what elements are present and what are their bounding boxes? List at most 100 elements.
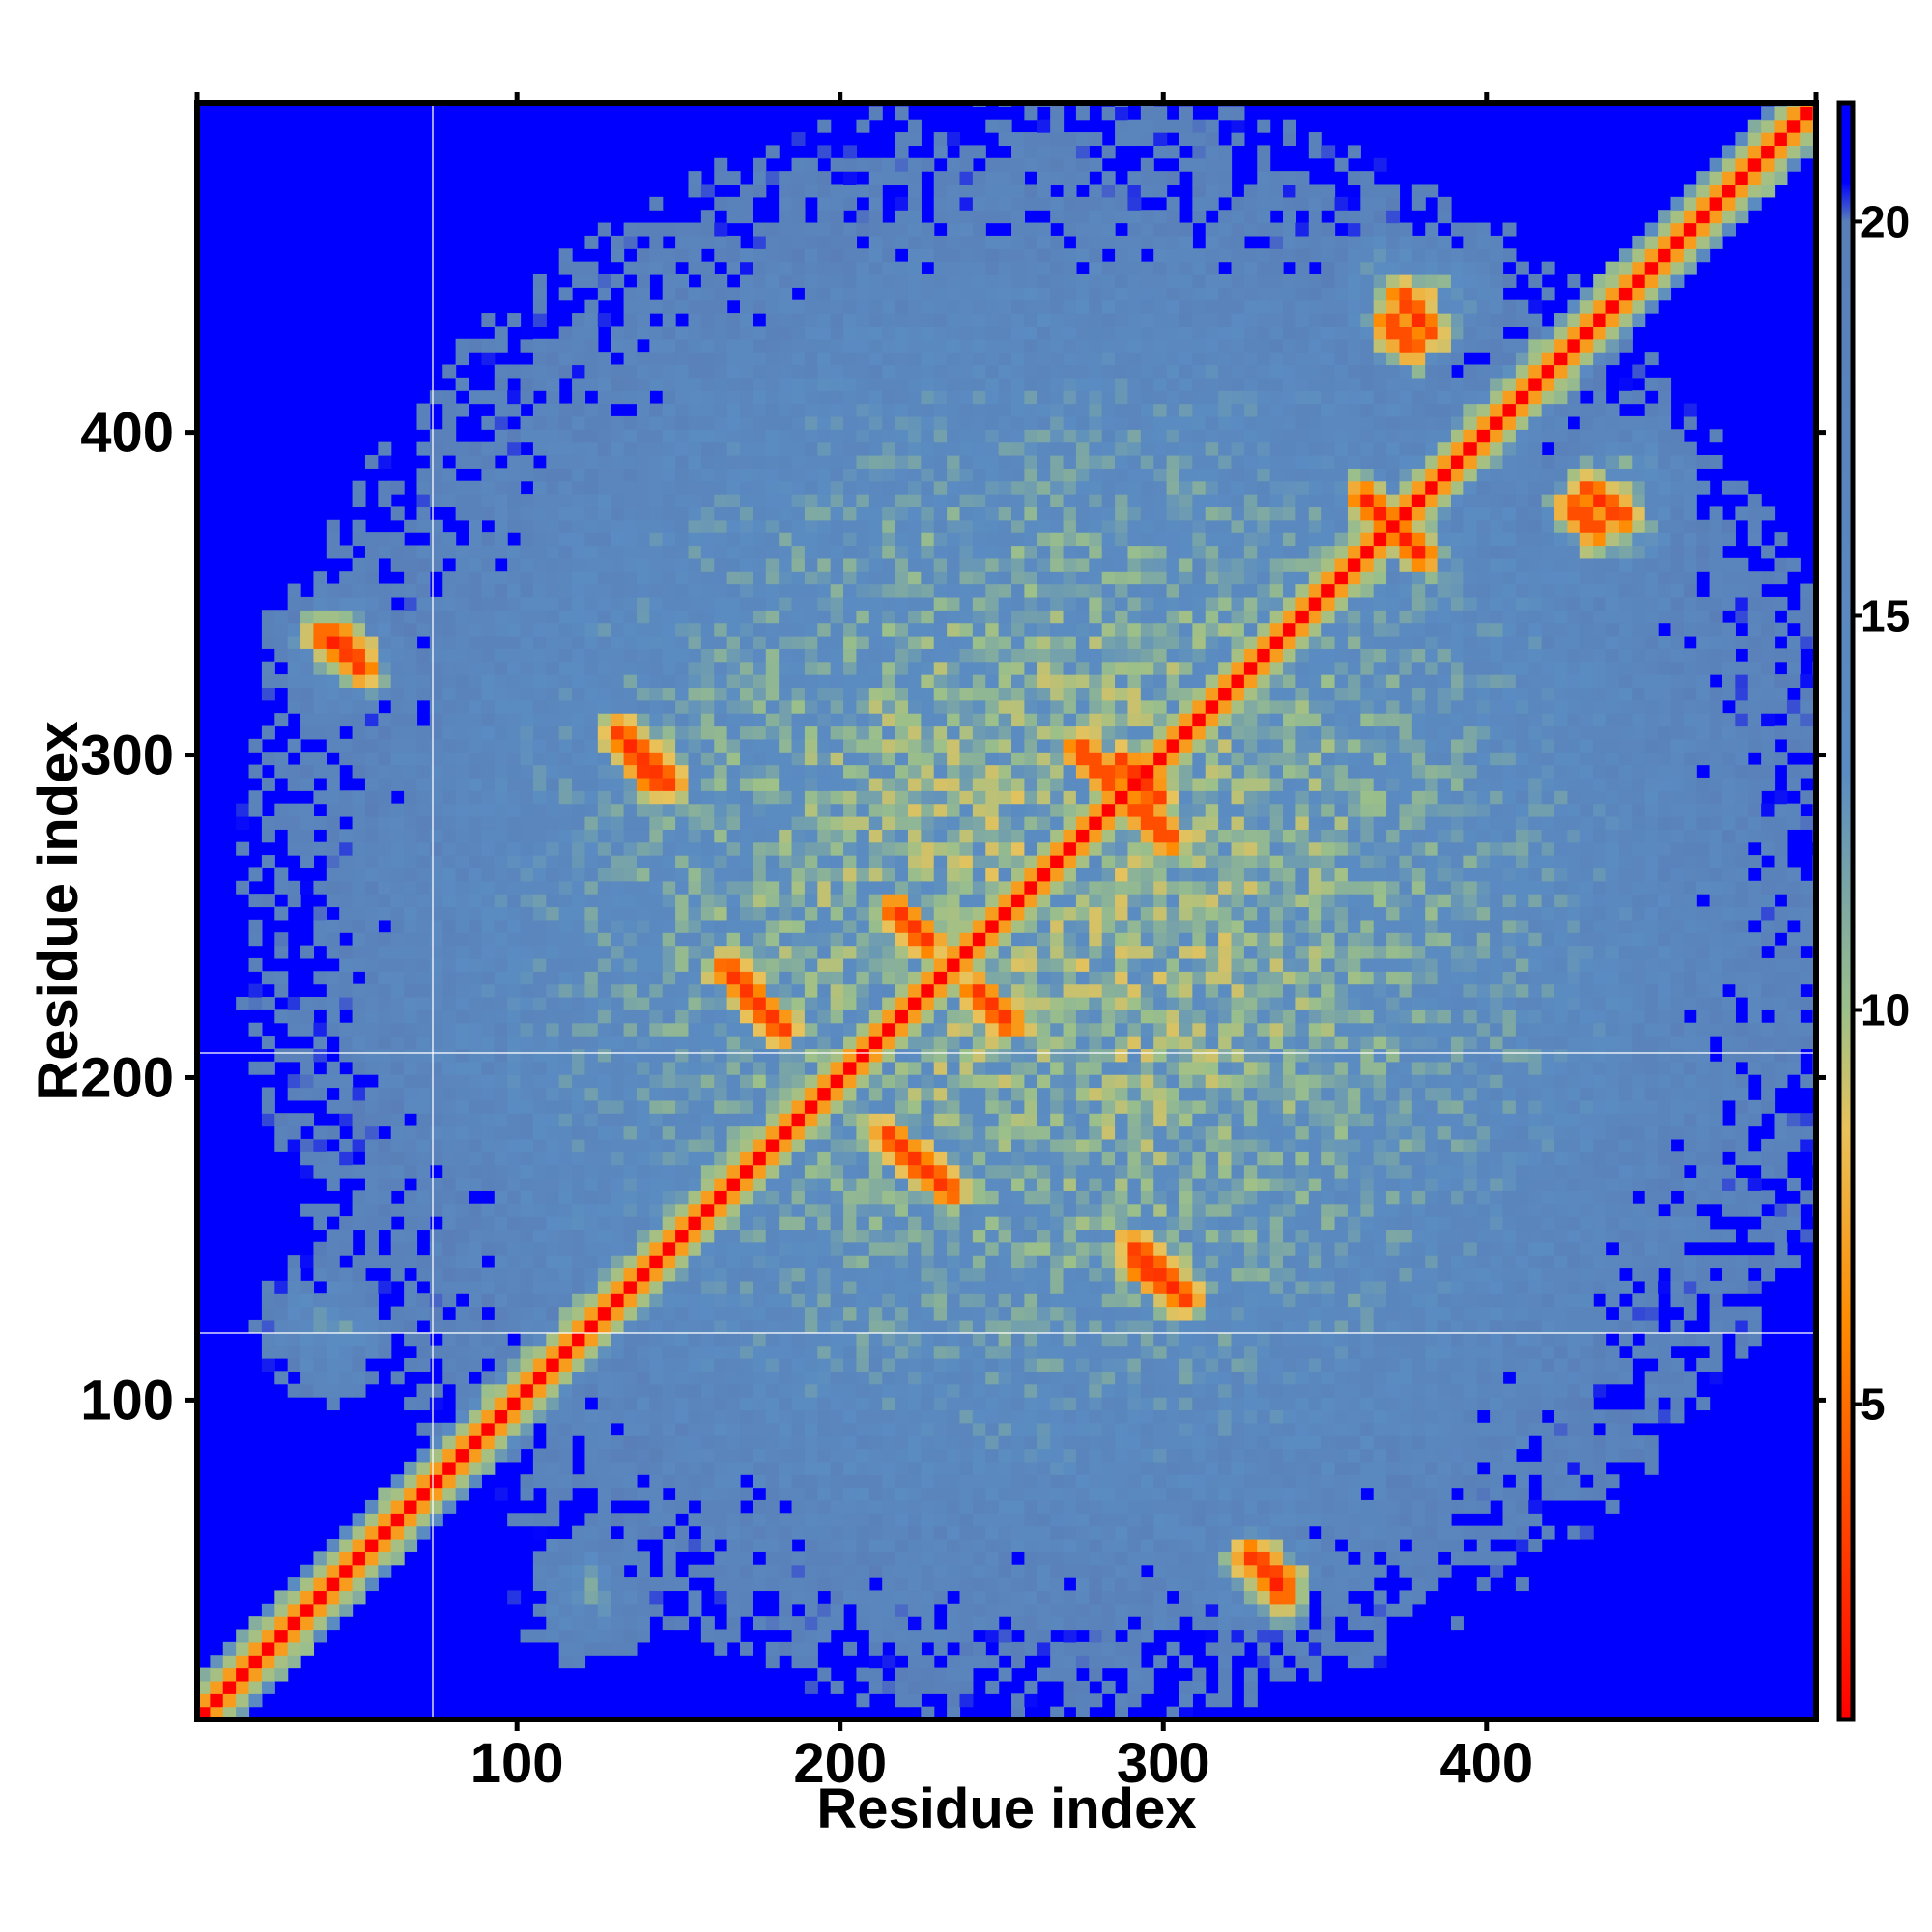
heatmap-cell [933,1241,948,1256]
heatmap-cell [507,790,522,805]
heatmap-cell [779,1229,793,1243]
heatmap-cell [597,415,611,430]
heatmap-cell [532,468,547,482]
heatmap-cell [843,996,858,1010]
heatmap-cell [404,545,418,559]
heatmap-cell [455,725,469,740]
heatmap-cell [921,287,935,301]
heatmap-cell [481,583,496,598]
heatmap-cell [817,1397,832,1411]
heatmap-cell [740,957,753,972]
heatmap-cell [572,1383,586,1398]
heatmap-cell [856,222,870,237]
heatmap-cell [830,777,844,791]
heatmap-cell [611,273,625,288]
heatmap-cell [843,1113,858,1127]
heatmap-cell [779,390,793,405]
heatmap-cell [714,1138,728,1152]
heatmap-cell [907,1087,922,1101]
heatmap-cell [830,1577,844,1592]
heatmap-cell [532,299,547,314]
heatmap-cell [830,313,844,327]
heatmap-cell [623,752,638,766]
heatmap-cell [856,1216,870,1231]
heatmap-cell [700,261,715,275]
heatmap-cell [469,1345,482,1359]
heatmap-cell [830,1397,844,1411]
heatmap-cell [636,1009,650,1024]
heatmap-cell [791,738,806,753]
heatmap-cell [364,867,379,882]
heatmap-cell [442,596,457,611]
heatmap-cell [714,1190,728,1205]
heatmap-cell [274,1590,289,1605]
heatmap-cell [933,1061,948,1075]
heatmap-cell [662,1151,676,1166]
heatmap-cell [700,1319,715,1333]
heatmap-cell [843,815,858,830]
heatmap-cell [481,906,496,921]
heatmap-cell [378,1022,392,1037]
heatmap-cell [558,352,573,366]
heatmap-cell [532,1409,547,1424]
heatmap-cell [558,571,573,585]
heatmap-cell [765,945,780,959]
heatmap-cell [933,764,948,779]
heatmap-cell [429,829,443,843]
heatmap-cell [352,1190,366,1205]
heatmap-cell [907,1293,922,1308]
heatmap-cell [313,1629,327,1643]
heatmap-cell [700,661,715,675]
heatmap-cell [714,777,728,791]
heatmap-cell [636,1448,650,1463]
heatmap-cell [364,1009,379,1024]
heatmap-cell [765,235,780,249]
heatmap-cell [791,1577,806,1592]
heatmap-cell [326,713,340,727]
heatmap-cell [261,1099,275,1114]
heatmap-cell [907,725,922,740]
heatmap-cell [649,803,664,817]
heatmap-cell [753,364,767,379]
heatmap-cell [907,1022,922,1037]
heatmap-cell [236,1641,250,1656]
heatmap-cell [726,1383,741,1398]
heatmap-cell [520,622,534,637]
heatmap-cell [675,532,690,547]
heatmap-cell [442,1499,457,1514]
heatmap-cell [390,932,405,947]
heatmap-cell [390,1525,405,1540]
heatmap-cell [597,622,611,637]
heatmap-cell [843,764,858,779]
heatmap-cell [868,596,883,611]
heatmap-cell [287,880,301,895]
heatmap-cell [895,132,909,147]
heatmap-cell [494,919,508,933]
heatmap-cell [546,352,560,366]
heatmap-cell [481,764,496,779]
heatmap-cell [572,1525,586,1540]
heatmap-cell [779,441,793,456]
heatmap-cell [300,1590,315,1605]
heatmap-cell [546,996,560,1010]
heatmap-cell [907,1048,922,1063]
heatmap-cell [572,364,586,379]
heatmap-cell [779,815,793,830]
heatmap-cell [507,1306,522,1321]
heatmap-cell [494,1448,508,1463]
heatmap-cell [507,1036,522,1050]
heatmap-cell [907,222,922,237]
heatmap-cell [352,867,366,882]
heatmap-cell [830,1590,844,1605]
heatmap-cell [597,855,611,869]
heatmap-cell [882,1280,896,1294]
heatmap-cell [507,1513,522,1527]
heatmap-cell [649,1293,664,1308]
heatmap-cell [558,894,573,908]
heatmap-cell [700,557,715,572]
heatmap-cell [469,713,482,727]
heatmap-cell [300,1022,315,1037]
heatmap-cell [532,1009,547,1024]
heatmap-cell [455,506,469,521]
heatmap-cell [817,725,832,740]
